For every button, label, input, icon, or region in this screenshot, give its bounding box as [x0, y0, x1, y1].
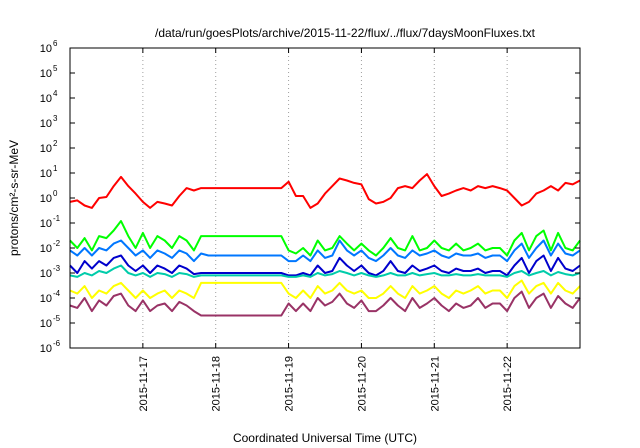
x-tick-label-1: 2015-11-18 [211, 356, 223, 411]
series-line-3 [69, 254, 581, 277]
series-line-2 [69, 239, 581, 263]
series-line-1 [69, 220, 581, 257]
series-layer [69, 173, 581, 317]
x-tick-label-2: 2015-11-19 [284, 356, 296, 411]
y-tick-label-10: 10 [40, 93, 52, 105]
plot-frame [69, 47, 581, 349]
x-tick-labels: 2015-11-17 2015-11-18 2015-11-19 2015-11-20… [138, 356, 514, 411]
ticks [70, 47, 580, 349]
x-tick-label-0: 2015-11-17 [138, 356, 150, 411]
y-tick-exponent-6: 0 [53, 189, 58, 198]
y-tick-exponent-3: -3 [53, 264, 61, 273]
y-tick-exponent-8: 2 [53, 139, 58, 148]
y-tick-label-1: 10 [40, 318, 52, 330]
y-tick-exponent-5: -1 [53, 214, 61, 223]
x-tick-label-4: 2015-11-21 [429, 356, 441, 411]
y-tick-exponent-4: -2 [53, 239, 61, 248]
y-tick-label-4: 10 [40, 243, 52, 255]
series-line-5 [69, 279, 581, 299]
y-tick-exponent-12: 6 [53, 39, 58, 48]
y-tick-label-5: 10 [40, 218, 52, 230]
y-tick-label-8: 10 [40, 143, 52, 155]
series-line-4 [69, 264, 581, 278]
series-line-0 [69, 173, 581, 209]
y-tick-exponent-2: -4 [53, 289, 61, 298]
y-tick-label-6: 10 [40, 193, 52, 205]
y-tick-label-3: 10 [40, 268, 52, 280]
y-tick-label-12: 10 [40, 43, 52, 55]
y-tick-label-0: 10 [40, 343, 52, 355]
y-axis-label: protons/cm²-s-sr-MeV [7, 140, 21, 256]
series-line-6 [69, 290, 581, 317]
y-tick-exponent-1: -5 [53, 314, 61, 323]
x-tick-label-5: 2015-11-22 [502, 356, 514, 411]
y-tick-exponent-7: 1 [53, 164, 58, 173]
y-tick-label-7: 10 [40, 168, 52, 180]
y-tick-exponent-10: 4 [53, 89, 58, 98]
chart-title: /data/run/goesPlots/archive/2015-11-22/f… [155, 26, 536, 40]
y-tick-label-11: 10 [40, 68, 52, 80]
y-tick-exponent-9: 3 [53, 114, 58, 123]
x-tick-label-3: 2015-11-20 [356, 356, 368, 411]
x-axis-label: Coordinated Universal Time (UTC) [233, 431, 417, 445]
y-tick-exponent-11: 5 [53, 64, 58, 73]
y-tick-exponent-0: -6 [53, 339, 61, 348]
y-tick-label-2: 10 [40, 293, 52, 305]
y-tick-labels: 10 -610 -510 -410 -310 -210 -110 010 110 210 310 41… [40, 39, 61, 355]
grid [142, 48, 508, 348]
y-tick-label-9: 10 [40, 118, 52, 130]
